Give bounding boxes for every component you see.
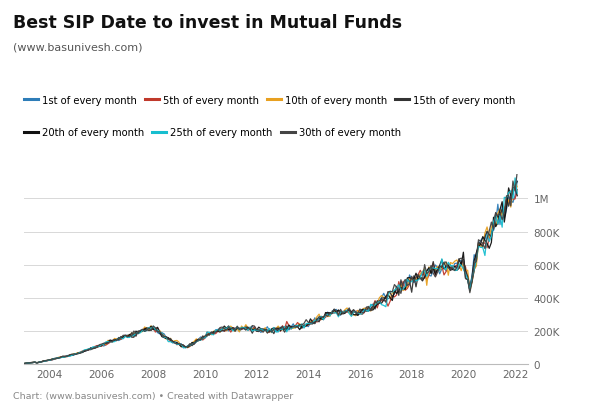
Legend: 20th of every month, 25th of every month, 30th of every month: 20th of every month, 25th of every month… [24,128,401,138]
Text: (www.basunivesh.com): (www.basunivesh.com) [13,43,143,53]
Text: Chart: (www.basunivesh.com) • Created with Datawrapper: Chart: (www.basunivesh.com) • Created wi… [13,391,293,400]
Text: Best SIP Date to invest in Mutual Funds: Best SIP Date to invest in Mutual Funds [13,14,403,32]
